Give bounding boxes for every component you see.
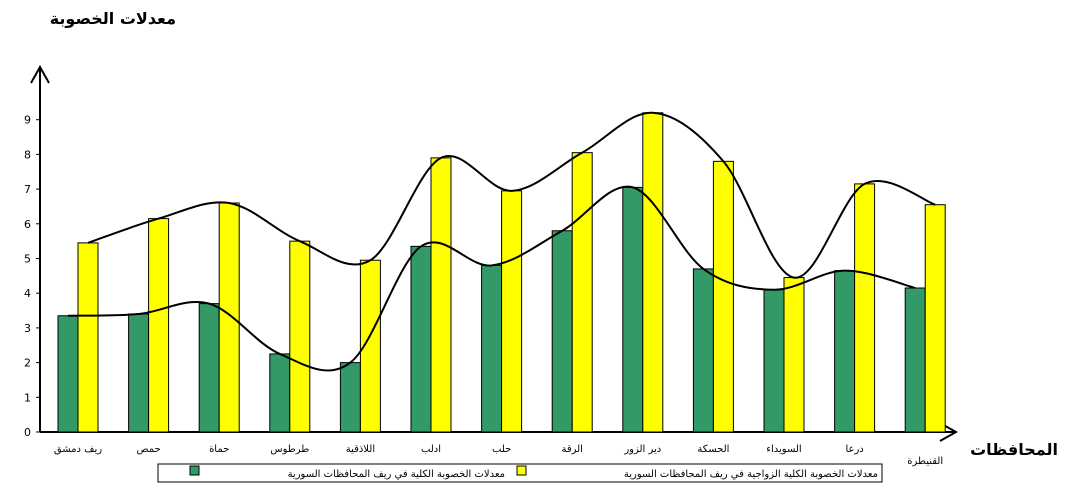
bar-yellow bbox=[218, 202, 240, 433]
category-label: الرقة bbox=[561, 444, 582, 455]
y-axis-ticks: 0 1 2 3 4 5 6 7 8 9 bbox=[24, 114, 40, 439]
category-label: الحسكة bbox=[697, 444, 729, 455]
category-label: ريف دمشق bbox=[54, 444, 102, 455]
y-tick-label: 2 bbox=[24, 357, 31, 370]
chart-title: معدلات الخصوبة bbox=[50, 9, 176, 28]
category-label: اللاذقية bbox=[346, 444, 375, 455]
category-label: درعا bbox=[845, 444, 863, 455]
bar-green bbox=[622, 186, 644, 433]
y-tick-label: 0 bbox=[24, 426, 31, 439]
category-label: حلب bbox=[492, 444, 511, 455]
category-label: طرطوس bbox=[270, 444, 309, 455]
bar-green bbox=[692, 268, 714, 433]
bar-yellow bbox=[501, 190, 523, 433]
legend: معدلات الخصوبة الكلية الزواجية في ريف ال… bbox=[157, 463, 883, 483]
bar-green bbox=[481, 264, 503, 433]
category-label: دير الزور bbox=[623, 444, 661, 455]
bar-green bbox=[551, 230, 573, 433]
bars bbox=[57, 112, 946, 433]
curve-green-series bbox=[67, 185, 916, 372]
bar-green bbox=[128, 313, 150, 433]
bar-green bbox=[834, 270, 856, 433]
y-tick-label: 8 bbox=[24, 148, 31, 161]
y-tick-label: 7 bbox=[24, 183, 31, 196]
legend-label-yellow: معدلات الخصوبة الكلية الزواجية في ريف ال… bbox=[624, 469, 878, 480]
y-tick-label: 6 bbox=[24, 218, 31, 231]
x-axis-label: المحافظات bbox=[970, 440, 1058, 459]
bar-green bbox=[198, 303, 220, 433]
bar-green bbox=[269, 353, 291, 433]
bar-yellow bbox=[571, 152, 593, 433]
y-tick-label: 9 bbox=[24, 114, 31, 127]
category-label: السويداء bbox=[766, 444, 801, 455]
curve-yellow-series bbox=[87, 111, 936, 279]
category-label: حمص bbox=[136, 444, 160, 455]
bar-green bbox=[410, 245, 432, 433]
bar-yellow bbox=[854, 183, 876, 433]
y-tick-label: 5 bbox=[24, 253, 31, 266]
legend-swatch-green bbox=[189, 465, 200, 476]
bar-yellow bbox=[430, 157, 452, 433]
bar-yellow bbox=[148, 218, 170, 433]
bar-yellow bbox=[712, 160, 734, 433]
bar-green bbox=[57, 315, 79, 433]
bar-green bbox=[339, 362, 361, 433]
legend-swatch-yellow bbox=[516, 465, 527, 476]
trend-curves bbox=[67, 111, 936, 372]
y-axis-arrow bbox=[30, 64, 50, 84]
bar-green bbox=[904, 287, 926, 433]
category-label: ادلب bbox=[421, 444, 441, 455]
legend-label-green: معدلات الخصوبة الكلية في ريف المحافظات ا… bbox=[288, 469, 505, 480]
category-label: القنيطرة bbox=[907, 456, 943, 467]
bar-yellow bbox=[642, 112, 664, 433]
bar-yellow bbox=[289, 240, 311, 433]
category-labels: ريف دمشق حمص حماة طرطوس اللاذقية ادلب حلب الرقة… bbox=[54, 444, 943, 467]
y-tick-label: 3 bbox=[24, 322, 31, 335]
bar-green bbox=[763, 289, 785, 433]
y-tick-label: 4 bbox=[24, 287, 31, 300]
bar-yellow bbox=[77, 242, 99, 433]
bar-yellow bbox=[783, 277, 805, 433]
y-tick-label: 1 bbox=[24, 391, 31, 404]
bar-yellow bbox=[924, 204, 946, 433]
category-label: حماة bbox=[209, 444, 229, 455]
